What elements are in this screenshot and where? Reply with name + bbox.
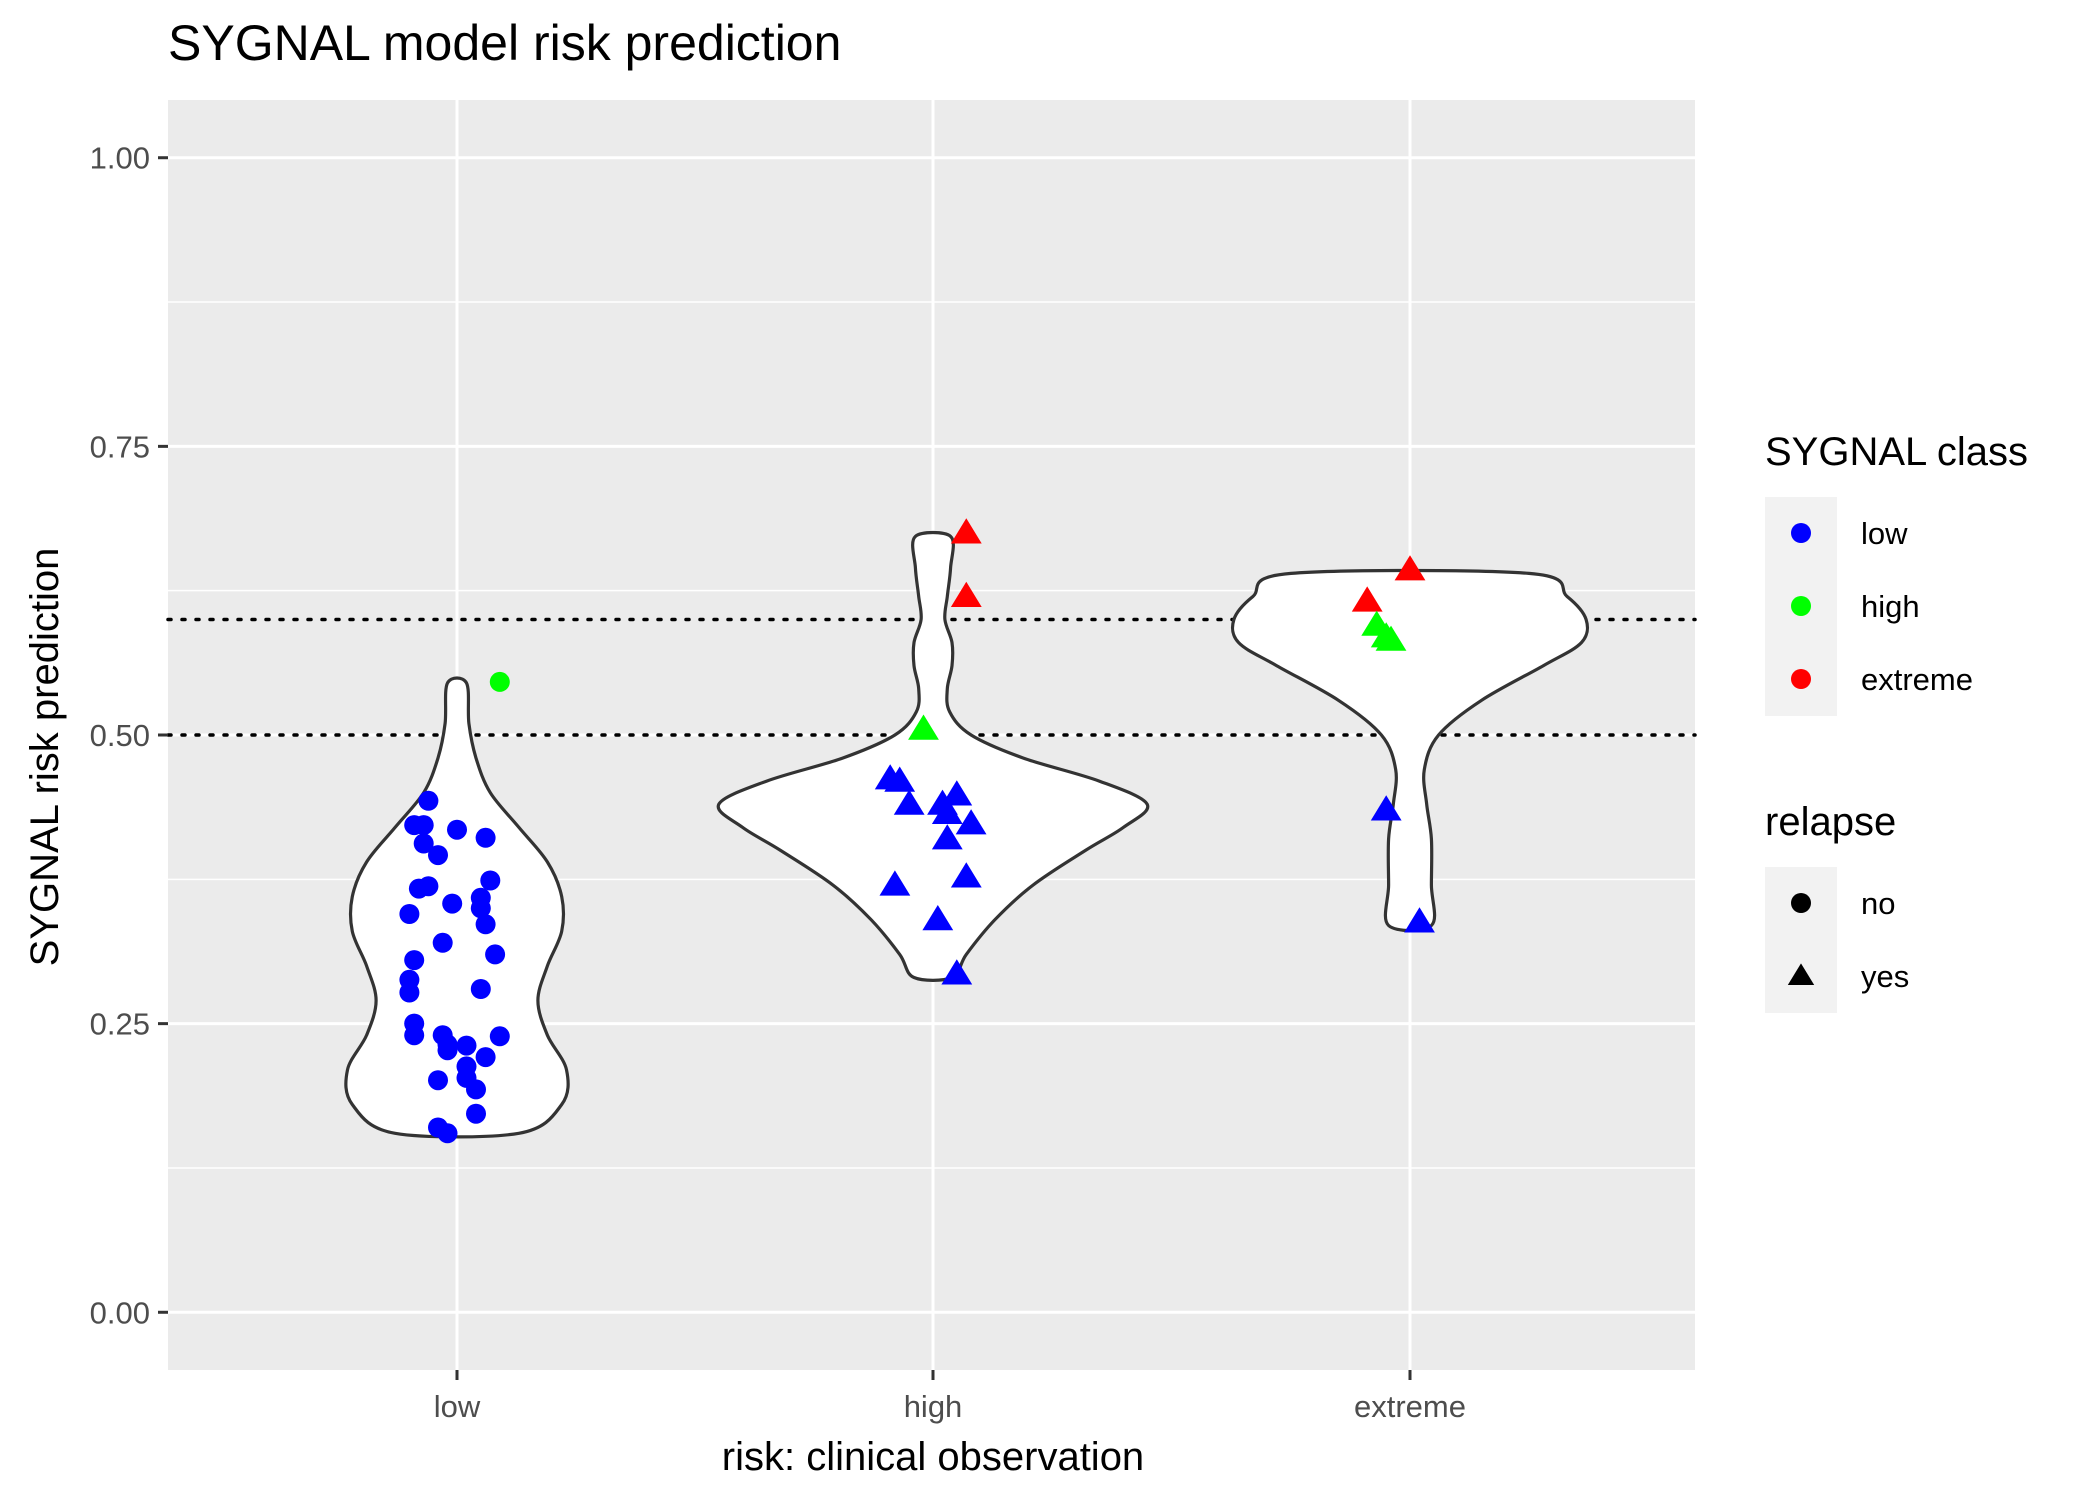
y-tick-label: 1.00	[90, 141, 150, 176]
point-triangle	[1404, 907, 1435, 933]
legend-title: relapse	[1765, 800, 1896, 844]
point-circle	[489, 671, 510, 692]
legend-label: no	[1861, 886, 1895, 921]
point-triangle	[931, 824, 963, 850]
point-triangle	[955, 809, 987, 835]
point-circle	[442, 893, 463, 914]
legend-label: extreme	[1861, 662, 1973, 697]
point-circle	[447, 819, 467, 840]
point-circle	[432, 932, 453, 953]
point-circle	[428, 845, 448, 866]
legend-label: yes	[1861, 959, 1909, 994]
point-circle	[466, 1079, 486, 1100]
point-triangle	[941, 780, 973, 806]
point-triangle	[922, 905, 954, 931]
y-axis: 0.00 0.25 0.50 0.75 1.00	[90, 141, 168, 1330]
legend-key-circle	[1791, 596, 1811, 616]
legend: SYGNAL class low high extreme relapse no yes	[1765, 430, 2028, 1013]
violin-extreme	[1230, 568, 1590, 933]
y-tick-label: 0.25	[90, 1007, 150, 1042]
point-triangle	[893, 789, 925, 815]
x-tick-label: high	[904, 1389, 963, 1424]
point-circle	[466, 1103, 486, 1124]
x-tick-label: extreme	[1354, 1389, 1466, 1424]
point-circle	[489, 1026, 510, 1047]
legend-key-circle	[1791, 893, 1811, 913]
point-circle	[399, 904, 420, 924]
y-tick-label: 0.50	[90, 718, 150, 753]
point-circle	[404, 950, 425, 971]
point-circle	[413, 815, 434, 836]
y-tick-label: 0.00	[90, 1295, 150, 1330]
x-tick-label: low	[434, 1389, 481, 1424]
point-triangle	[908, 714, 939, 740]
legend-key-circle	[1791, 523, 1811, 543]
point-circle	[428, 1070, 448, 1091]
x-axis: low high extreme	[434, 1370, 1466, 1424]
point-circle	[418, 790, 439, 811]
point-triangle	[931, 798, 963, 824]
point-triangle	[950, 862, 982, 888]
point-circle	[404, 1025, 425, 1046]
legend-title: SYGNAL class	[1765, 430, 2028, 474]
chart-title: SYGNAL model risk prediction	[168, 15, 841, 71]
point-circle	[437, 1040, 458, 1061]
point-triangle	[1394, 555, 1426, 581]
point-triangle	[950, 581, 982, 607]
point-triangle	[1370, 795, 1402, 821]
point-circle	[413, 833, 434, 854]
y-axis-label: SYGNAL risk prediction	[23, 548, 67, 967]
data-points	[399, 518, 1435, 1144]
legend-key-triangle	[1787, 963, 1815, 985]
point-triangle	[950, 518, 982, 544]
legend-label: high	[1861, 589, 1920, 624]
point-circle	[437, 1123, 458, 1144]
violin-high	[716, 530, 1150, 982]
point-circle	[408, 878, 429, 899]
legend-label: low	[1861, 516, 1908, 551]
legend-key-background	[1765, 867, 1837, 1013]
point-circle	[475, 914, 496, 935]
point-circle	[456, 1035, 477, 1056]
point-triangle	[884, 766, 916, 792]
legend-key-circle	[1791, 669, 1811, 689]
point-circle	[475, 1047, 496, 1068]
point-circle	[475, 827, 496, 848]
point-triangle	[879, 870, 911, 896]
point-circle	[480, 870, 501, 891]
y-tick-label: 0.75	[90, 429, 150, 464]
point-triangle	[1375, 625, 1407, 651]
point-circle	[399, 982, 420, 1003]
point-circle	[470, 979, 491, 999]
point-circle	[470, 898, 491, 919]
point-circle	[485, 944, 506, 965]
point-triangle	[1351, 586, 1383, 612]
point-triangle	[941, 959, 973, 985]
x-axis-label: risk: clinical observation	[722, 1435, 1144, 1479]
